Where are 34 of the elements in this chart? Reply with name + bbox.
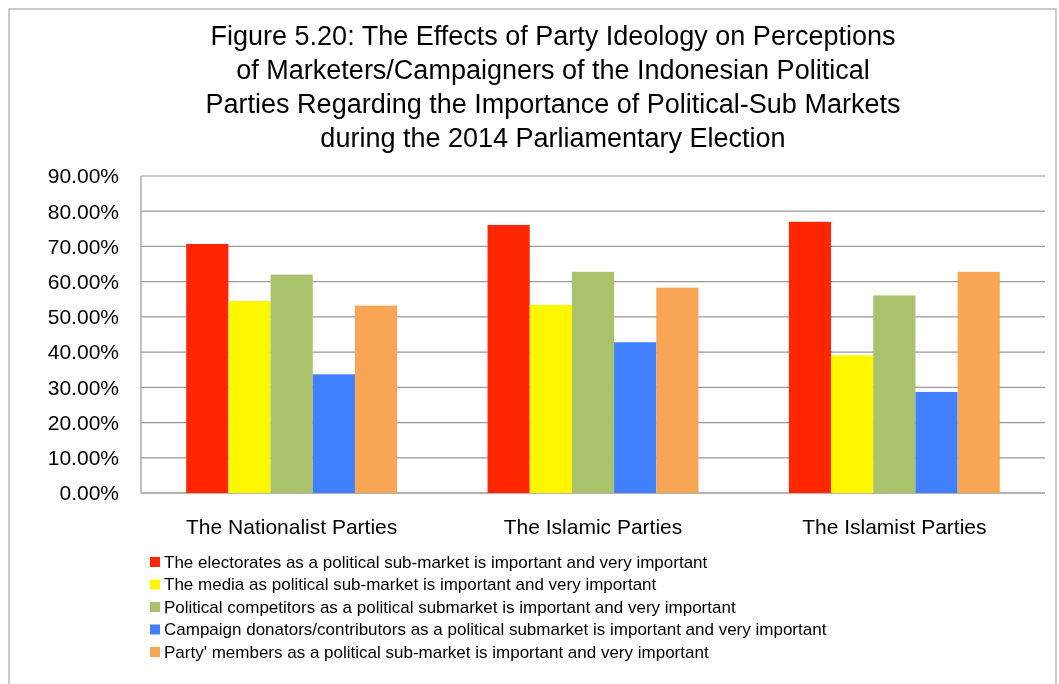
bar [529, 304, 572, 493]
bar [228, 301, 271, 493]
y-tick-label: 40.00% [47, 340, 119, 364]
x-tick-label: The Nationalist Parties [186, 515, 398, 538]
legend-label: The media as political sub-market is important and very important [164, 575, 657, 595]
y-tick-label: 0.00% [59, 481, 119, 505]
bar [656, 287, 699, 493]
bar [354, 305, 398, 493]
bar [831, 355, 874, 493]
bar [312, 374, 355, 493]
x-tick-label: The Islamist Parties [802, 515, 987, 538]
legend-label: The electorates as a political sub-market is important and very important [164, 552, 708, 572]
bar [571, 271, 615, 493]
bar [873, 295, 916, 493]
y-tick-label: 30.00% [47, 375, 119, 399]
bar [487, 224, 530, 493]
y-tick-label: 10.00% [47, 446, 119, 470]
x-tick-label: The Islamic Parties [503, 515, 683, 538]
legend-label: Political competitors as a political submarket is important and very important [164, 597, 736, 617]
bar [270, 274, 313, 493]
y-tick-label: 80.00% [47, 199, 119, 223]
chart-title: Figure 5.20: The Effects of Party Ideology on Perceptions of Marketers/Campaigners of the Indonesian Political Parties Regarding the Importance of Political-Sub Markets during the 2014 Parliamentary Election [205, 21, 901, 153]
bar [614, 342, 657, 493]
y-tick-label: 90.00% [47, 164, 119, 188]
legend-label: Party' members as a political sub-market is important and very important [164, 642, 709, 662]
bar [186, 243, 229, 493]
y-tick-label: 20.00% [47, 410, 119, 434]
y-tick-label: 50.00% [47, 305, 119, 329]
bar [957, 271, 1000, 493]
y-tick-label: 70.00% [47, 234, 119, 258]
bar [915, 391, 958, 493]
y-tick-label: 60.00% [47, 270, 119, 294]
legend-label: Campaign donators/contributors as a political submarket is important and very important [164, 620, 827, 640]
bar [788, 221, 832, 493]
